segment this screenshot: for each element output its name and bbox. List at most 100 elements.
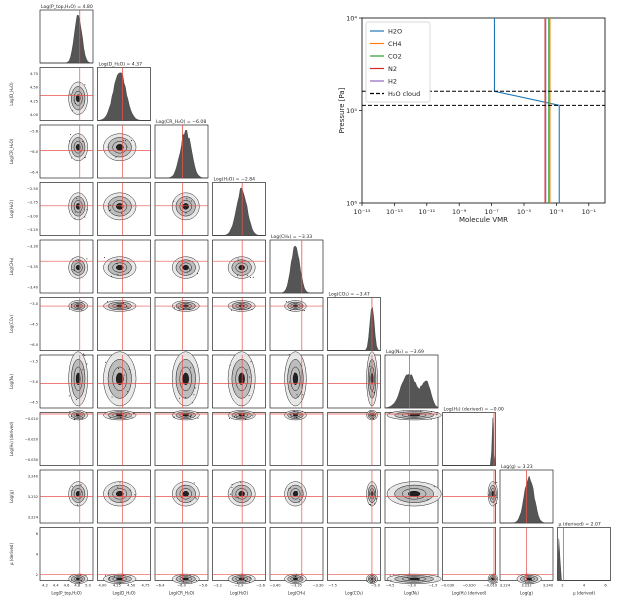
corner-sample-point [68,395,70,397]
corner-sample-point [237,274,239,276]
corner-sample-point [231,309,233,311]
corner-sample-point [496,497,498,499]
corner-contour [115,264,124,271]
corner-sample-point [417,496,419,498]
corner-y-tick-label: −6.4 [29,171,38,175]
corner-sample-point [375,498,377,500]
corner-y-tick-label: −1.5 [29,360,38,364]
corner-x-tick-label: 2 [561,584,563,588]
corner-truth-marker [241,573,244,576]
corner-sample-point [249,577,251,579]
corner-truth-marker [300,382,303,385]
corner-sample-point [124,140,126,142]
corner-sample-point [123,374,125,376]
corner-sample-point [294,372,296,374]
corner-sample-point [373,503,375,505]
corner-panel [97,527,151,581]
corner-sample-point [231,483,233,485]
corner-sample-point [249,386,251,388]
corner-sample-point [524,581,526,583]
corner-panel [212,412,266,466]
corner-sample-point [70,415,72,417]
corner-y-tick-label: 4.50 [30,86,39,90]
corner-sample-point [189,268,191,270]
corner-sample-point [427,499,429,501]
corner-sample-point [110,209,112,211]
corner-contour [238,264,245,271]
corner-sample-point [127,272,129,274]
corner-sample-point [373,392,375,394]
corner-x-tick-label: 5.0 [85,584,91,588]
corner-sample-point [128,369,130,371]
corner-sample-point [233,307,235,309]
corner-truth-marker [78,495,81,498]
corner-contour [238,577,245,581]
corner-sample-point [126,306,128,308]
corner-sample-point [191,402,193,404]
corner-x-tick-label: 4.6 [64,584,70,588]
corner-sample-point [194,387,196,389]
corner-x-axis-label: Log(H₂) (derived) [452,591,487,596]
corner-sample-point [73,99,75,101]
corner-sample-point [82,141,84,143]
corner-sample-point [195,579,197,581]
corner-sample-point [190,416,192,418]
corner-sample-point [197,417,199,419]
corner-sample-point [109,417,111,419]
vmr-legend-label: H2O [388,28,402,36]
corner-sample-point [388,488,390,490]
corner-sample-point [107,300,109,302]
corner-x-tick-label: −7.5 [328,584,337,588]
corner-sample-point [190,575,192,577]
corner-panel [384,527,439,581]
corner-contour [115,144,124,151]
corner-y-tick-label: −3.0 [29,380,38,384]
corner-sample-point [80,580,82,582]
corner-sample-point [249,276,251,278]
corner-sample-point [188,308,190,310]
corner-sample-point [370,504,372,506]
corner-sample-point [372,414,374,416]
corner-sample-point [124,415,126,417]
corner-sample-point [390,580,392,582]
corner-sample-point [109,577,111,579]
corner-sample-point [75,399,77,401]
corner-sample-point [300,577,302,579]
corner-y-tick-label: −2.75 [27,201,38,205]
corner-sample-point [190,582,192,584]
corner-sample-point [71,486,73,488]
corner-contour [292,372,299,386]
corner-truth-marker [121,149,124,152]
corner-sample-point [407,577,409,579]
corner-truth-marker [241,412,244,416]
corner-sample-point [105,361,107,363]
vmr-series-line-h2o [493,18,560,203]
vmr-legend-label: H₂O cloud [388,90,420,98]
corner-truth-marker [181,412,184,416]
corner-sample-point [248,395,250,397]
corner-sample-point [189,501,191,503]
corner-panel [39,527,94,581]
corner-y-axis-label: Log(D_H₂O) [9,82,14,106]
vmr-legend-label: CO2 [388,53,402,61]
corner-truth-marker [78,412,81,416]
corner-sample-point [108,578,110,580]
corner-truth-marker [181,204,184,207]
corner-sample-point [193,394,195,396]
corner-sample-point [239,266,241,268]
corner-sample-point [74,211,76,213]
corner-sample-point [127,307,129,309]
corner-sample-point [70,580,72,582]
corner-marginal-title: Log(D_H₂O) = 4.37 [99,62,143,68]
corner-sample-point [292,575,294,577]
corner-x-tick-label: −3.2 [213,584,222,588]
corner-sample-point [173,416,175,418]
corner-contour [407,577,421,581]
corner-sample-point [129,489,131,491]
corner-sample-point [122,139,124,141]
corner-contour [115,372,124,386]
corner-sample-point [76,198,78,200]
corner-marginal-histogram [557,538,611,581]
corner-sample-point [369,410,371,412]
corner-y-tick-label: 3.224 [28,516,39,520]
